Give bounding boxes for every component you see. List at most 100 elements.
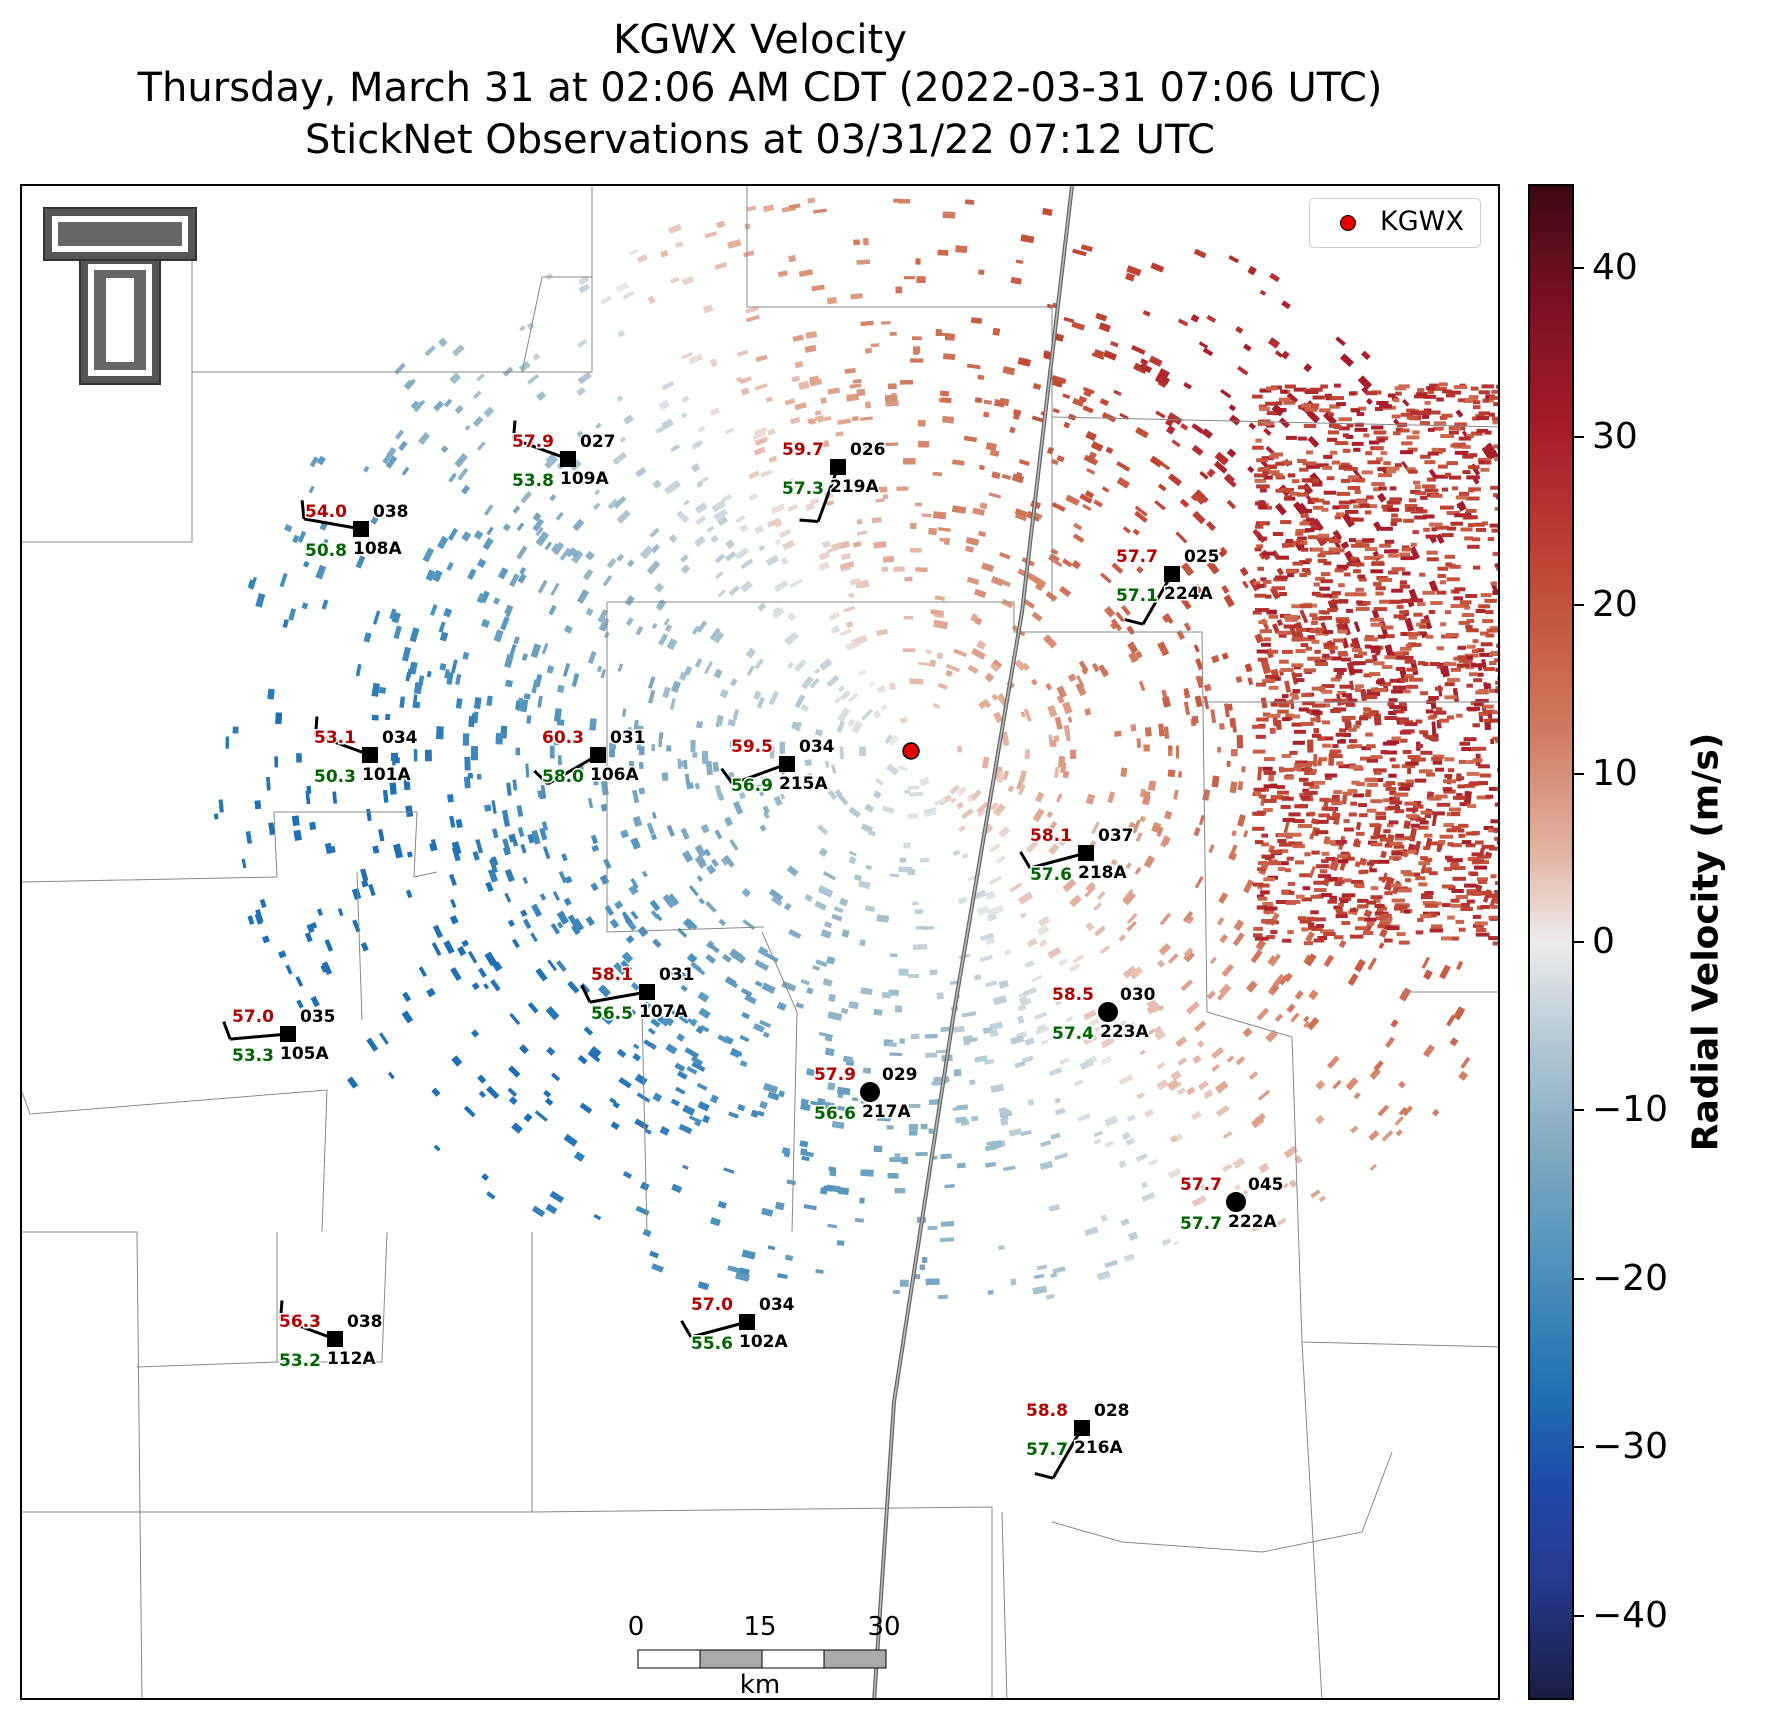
radar-gate [1343, 878, 1352, 883]
radar-gate [386, 446, 397, 459]
radar-gate [970, 613, 978, 622]
radar-gate [1462, 470, 1471, 475]
radar-gate [735, 1271, 750, 1282]
radar-gate [527, 1002, 539, 1014]
radar-gate [1377, 467, 1386, 472]
radar-gate [637, 926, 649, 937]
radar-gate [1288, 812, 1301, 817]
radar-gate [1269, 727, 1276, 734]
radar-gate [1002, 770, 1010, 781]
radar-gate [232, 726, 239, 734]
radar-gate [665, 1043, 678, 1055]
radar-gate [432, 569, 443, 583]
radar-gate [782, 540, 796, 551]
radar-gate [1481, 384, 1495, 389]
radar-gate [1401, 655, 1414, 660]
radar-gate [1221, 963, 1235, 978]
radar-gate [541, 821, 549, 832]
radar-gate [1412, 530, 1419, 535]
radar-gate [1298, 485, 1310, 490]
radar-gate [1069, 749, 1077, 759]
radar-gate [1198, 814, 1205, 826]
radar-gate [1313, 888, 1327, 892]
radar-gate [986, 906, 999, 916]
radar-gate [1286, 392, 1299, 404]
radar-gate [899, 1279, 909, 1287]
radar-gate [814, 667, 821, 675]
radar-gate [759, 1019, 772, 1028]
radar-gate [1065, 494, 1080, 506]
radar-gate [1272, 532, 1284, 536]
radar-gate [712, 761, 719, 772]
radar-gate [595, 422, 602, 429]
radar-gate [1277, 630, 1292, 635]
radar-gate [670, 1098, 680, 1107]
radar-gate [1350, 556, 1358, 561]
radar-gate [1180, 979, 1193, 992]
radar-gate [846, 393, 859, 402]
radar-gate [382, 789, 389, 803]
radar-gate [670, 276, 680, 284]
radar-map[interactable]: 54.0 038 50.8 108A 57.9 027 53.8 109A 59.7 026 57.… [20, 184, 1500, 1700]
radar-gate [504, 679, 514, 688]
radar-gate [885, 400, 899, 407]
radar-gate [763, 204, 775, 212]
radar-gate [899, 857, 907, 863]
radar-gate [534, 1110, 548, 1122]
radar-gate [885, 394, 898, 402]
radar-gate [952, 1025, 965, 1034]
radar-gate [887, 1172, 899, 1179]
radar-gate [1290, 1012, 1300, 1023]
radar-gate [1338, 500, 1352, 505]
radar-gate [1400, 870, 1412, 875]
radar-gate [1415, 876, 1426, 881]
radar-gate [1125, 1137, 1135, 1146]
radar-gate [1473, 678, 1483, 683]
radar-gate [955, 1116, 967, 1124]
radar-gate [457, 467, 469, 481]
radar-gate [550, 582, 560, 596]
radar-gate [1491, 416, 1498, 421]
radar-gate [688, 353, 703, 365]
radar-gate [1359, 857, 1368, 866]
radar-gate [830, 764, 837, 774]
radar-gate [1300, 509, 1312, 513]
radar-gate [430, 604, 438, 616]
radar-gate [454, 405, 464, 414]
radar-gate [1156, 1079, 1169, 1091]
radar-gate [928, 1099, 940, 1106]
radar-gate [1333, 812, 1341, 825]
radar-gate [868, 680, 876, 688]
radar-gate [1435, 767, 1445, 772]
radar-gate [1150, 262, 1165, 273]
radar-gate [1304, 852, 1311, 857]
radar-gate [1211, 1046, 1225, 1059]
radar-gate [853, 874, 863, 882]
radar-gate [1084, 886, 1096, 898]
radar-gate [1306, 450, 1314, 455]
radar-gate [736, 349, 749, 357]
radar-gate [1307, 739, 1314, 753]
radar-gate [1220, 546, 1228, 555]
radar-gate [378, 686, 386, 694]
radar-gate [1492, 420, 1498, 425]
radar-gate [401, 466, 410, 476]
radar-gate [405, 805, 414, 817]
radar-gate [476, 373, 485, 382]
radar-gate [535, 531, 550, 547]
radar-gate [851, 720, 863, 734]
radar-gate [549, 1190, 564, 1203]
radar-gate [1110, 858, 1118, 866]
radar-gate [955, 245, 968, 254]
radar-gate [1091, 821, 1100, 835]
radar-gate [295, 976, 304, 987]
radar-gate [1287, 881, 1296, 886]
radar-gate [1364, 510, 1372, 515]
radar-gate [472, 416, 484, 427]
radar-gate [1283, 624, 1297, 629]
radar-gate [753, 525, 765, 535]
radar-gate [1079, 493, 1093, 504]
radar-gate [1371, 482, 1385, 487]
radar-gate [1369, 823, 1380, 828]
radar-gate [1445, 562, 1452, 567]
